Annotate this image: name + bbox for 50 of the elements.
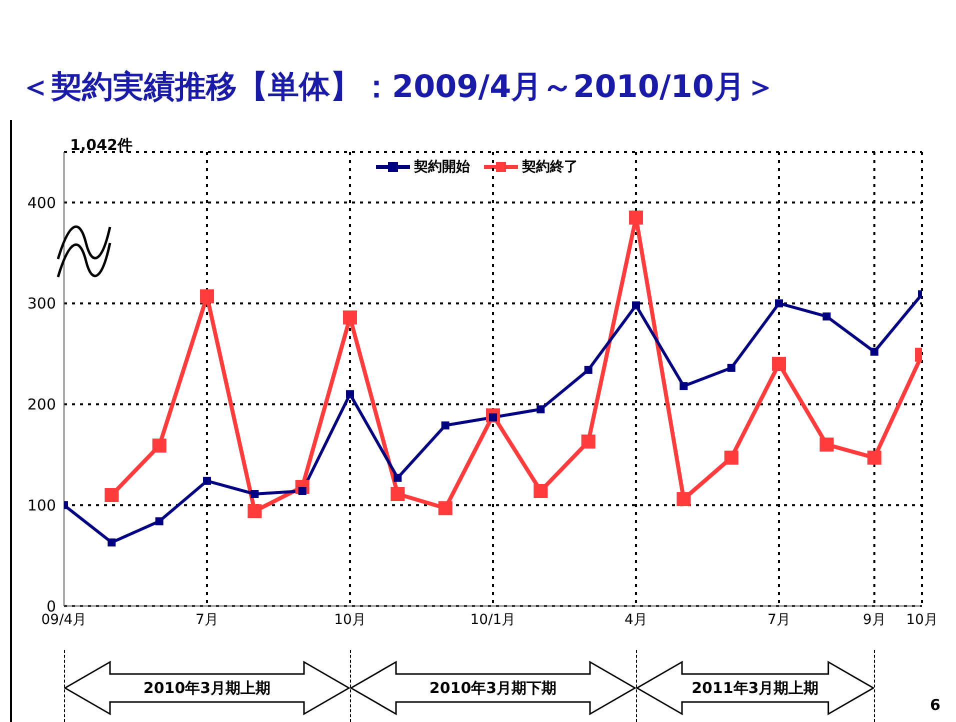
text: 2010年3月期下期 xyxy=(428,679,558,698)
point xyxy=(629,210,643,225)
y-tick-label: 400 xyxy=(27,194,56,212)
point xyxy=(343,310,357,324)
point xyxy=(820,438,834,452)
point xyxy=(727,364,736,372)
x-tick-label: 7月 xyxy=(768,612,790,628)
point xyxy=(870,348,878,356)
point xyxy=(680,382,688,390)
point xyxy=(632,301,640,310)
point xyxy=(867,450,882,465)
y-tick-label: 200 xyxy=(27,396,56,414)
point xyxy=(394,474,402,482)
x-tick-label: 9月 xyxy=(862,612,886,628)
y-tick-label: 300 xyxy=(27,294,56,313)
point xyxy=(155,517,164,526)
x-tick-label: 7月 xyxy=(196,612,218,628)
text: 6 xyxy=(930,696,940,714)
legend-label: 契約開始 xyxy=(414,158,470,176)
x-tick-label: 4月 xyxy=(624,612,648,628)
point xyxy=(534,484,548,498)
point xyxy=(250,490,259,498)
point xyxy=(584,366,592,374)
point xyxy=(104,488,119,502)
x-tick-label: 10/1月 xyxy=(470,612,516,628)
point xyxy=(108,538,116,546)
point xyxy=(581,434,596,449)
point xyxy=(200,289,214,304)
chart-title: ＜契約実績推移【単体】：2009/4月～2010/10月＞ xyxy=(20,68,776,107)
point xyxy=(822,312,831,320)
text: 2010年3月期上期 xyxy=(142,679,272,698)
annotation: 1,042件 xyxy=(70,136,132,155)
text: 2011年3月期上期 xyxy=(690,679,820,698)
point xyxy=(724,450,738,465)
x-tick-label: 10月 xyxy=(334,612,366,628)
point xyxy=(676,492,691,506)
point xyxy=(346,390,354,398)
point xyxy=(152,438,166,453)
point xyxy=(438,501,452,516)
point xyxy=(203,476,211,485)
x-tick-label: 10月 xyxy=(906,612,938,628)
legend-label: 契約終了 xyxy=(522,158,578,176)
point xyxy=(248,504,262,518)
point xyxy=(772,356,786,371)
point xyxy=(775,299,783,308)
x-tick-label: 09/4月 xyxy=(41,612,87,628)
point xyxy=(536,405,545,414)
point xyxy=(441,421,450,430)
point xyxy=(390,487,405,502)
y-tick-label: 100 xyxy=(27,496,56,514)
